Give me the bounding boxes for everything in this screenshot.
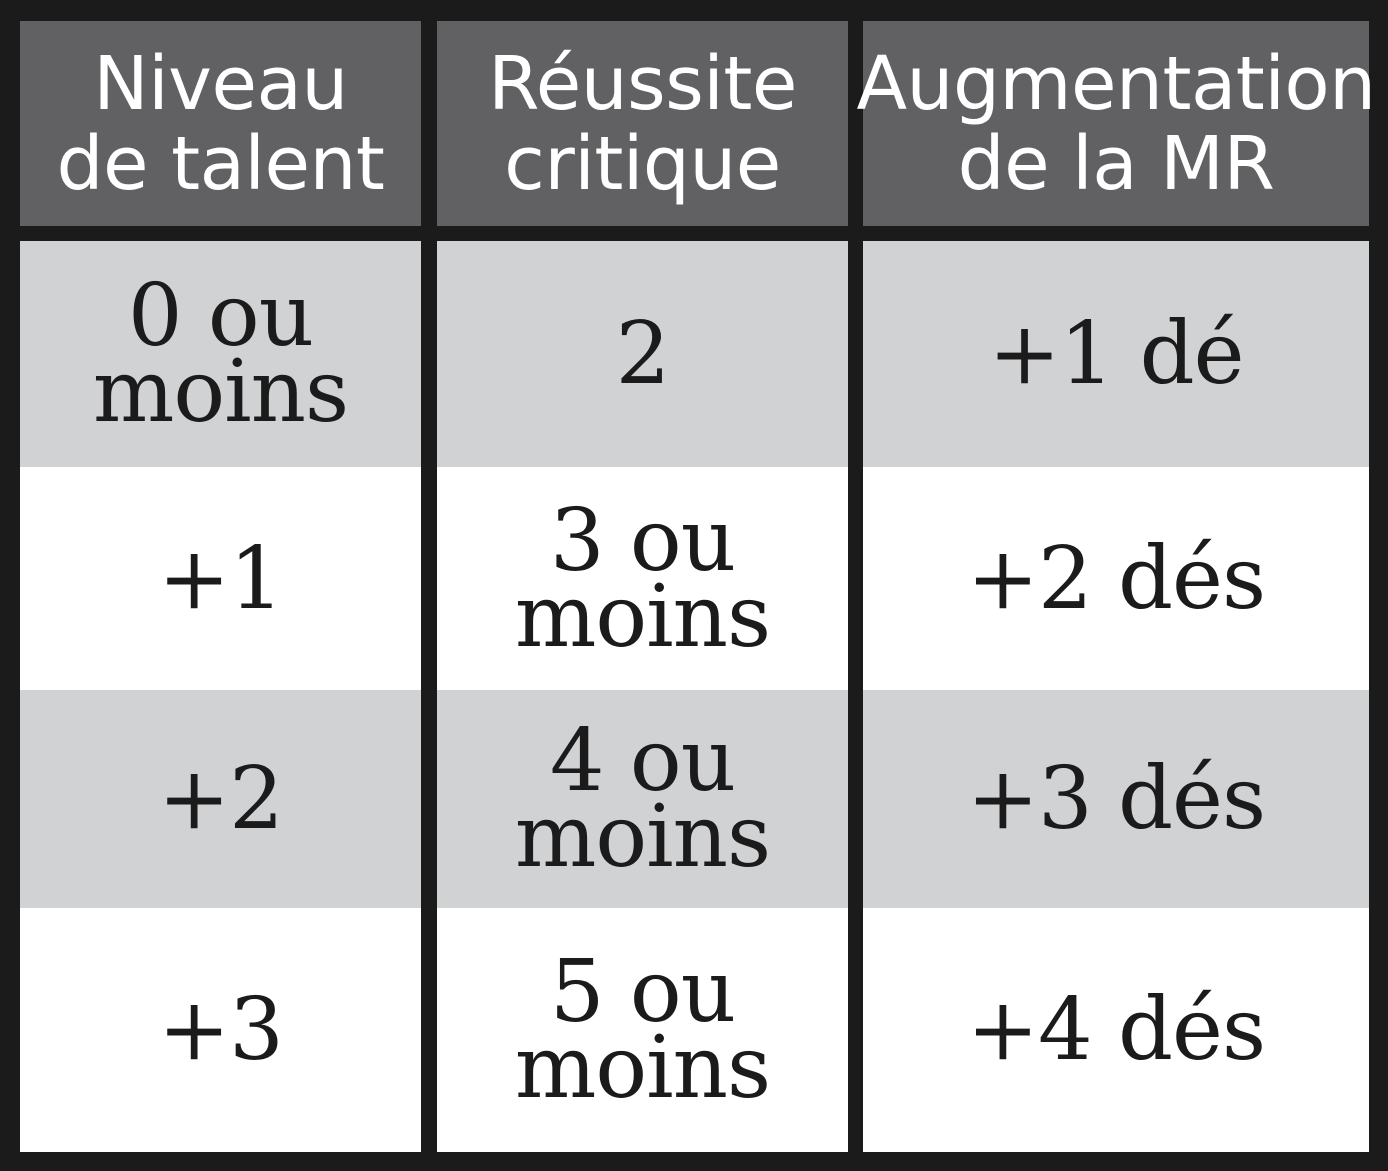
cell-mr-increase: +4 dés — [863, 908, 1369, 1152]
header-reussite-critique: Réussite critique — [437, 21, 848, 226]
header-augmentation-mr: Augmentation de la MR — [856, 21, 1376, 226]
cell-critical-success: 5 ou moins — [437, 908, 848, 1152]
cell-critical-success: 2 — [437, 241, 848, 467]
cell-critical-success: 3 ou moins — [437, 467, 848, 690]
cell-talent-level: +2 — [20, 690, 421, 908]
cell-critical-success: 4 ou moins — [437, 690, 848, 908]
cell-mr-increase: +2 dés — [863, 467, 1369, 690]
cell-mr-increase: +1 dé — [863, 241, 1369, 467]
cell-talent-level: +3 — [20, 908, 421, 1152]
header-niveau-de-talent: Niveau de talent — [20, 21, 421, 226]
cell-talent-level: 0 ou moins — [20, 241, 421, 467]
cell-mr-increase: +3 dés — [863, 690, 1369, 908]
cell-talent-level: +1 — [20, 467, 421, 690]
